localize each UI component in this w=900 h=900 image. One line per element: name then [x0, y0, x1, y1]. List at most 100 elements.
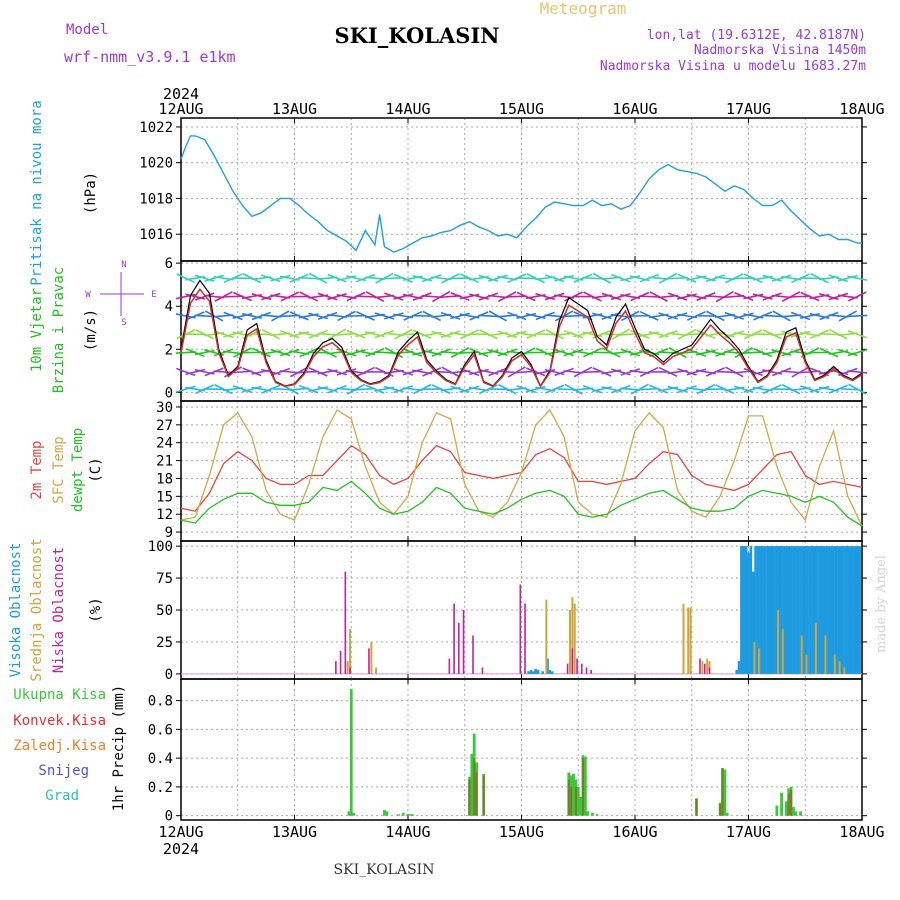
- wind-barb: [705, 274, 726, 283]
- wind-barb: [185, 347, 205, 358]
- wind-barb: [299, 291, 319, 302]
- cloud-unit-label: (%): [88, 597, 104, 622]
- cloud-bar: [838, 661, 841, 674]
- wind-barb: [346, 329, 366, 339]
- wind-barb: [431, 370, 452, 374]
- cloud-bar: [370, 641, 373, 674]
- cloud-bar: [566, 663, 569, 674]
- wind-barb: [592, 367, 612, 377]
- wind-barb: [828, 314, 849, 318]
- wind-barb: [847, 370, 868, 374]
- wind-barb: [233, 291, 252, 302]
- wind-barb: [242, 272, 262, 284]
- bottom-day-labels: 12AUG 13AUG 14AUG 15AUG 16AUG 17AUG 18AUG: [158, 823, 884, 841]
- cloud-bar: [756, 546, 760, 674]
- wind-barb: [772, 310, 791, 322]
- cloud-bar: [458, 622, 460, 674]
- wind-barb: [582, 276, 603, 280]
- cloud-bar: [689, 607, 692, 674]
- wind-barb: [610, 293, 631, 301]
- wind-barb: [809, 385, 830, 393]
- precip-bar: [721, 768, 724, 816]
- wind-barb: [573, 311, 593, 321]
- footer-station: SKI_KOLASIN: [334, 862, 435, 878]
- wind-barb: [422, 310, 441, 322]
- wind-barb: [525, 385, 546, 393]
- y-tick-label: 18: [156, 471, 173, 487]
- wind-barb: [384, 346, 403, 359]
- wind-barb: [194, 314, 215, 318]
- wind-barb: [185, 368, 206, 376]
- wind-barb: [762, 329, 782, 340]
- cloud-bar: [524, 603, 526, 674]
- compass-rose: W E N S: [85, 260, 156, 328]
- wind-barb: [327, 293, 347, 301]
- precip-bar: [382, 809, 386, 816]
- wind-barb: [355, 295, 376, 298]
- y-tick-label: 1020: [139, 156, 173, 172]
- wind-barb: [460, 273, 479, 284]
- wind-barb: [488, 274, 508, 282]
- bottom-day-label: 16AUG: [612, 823, 657, 841]
- wind-barb: [507, 311, 527, 321]
- cloud-bar: [805, 654, 808, 674]
- wind-panel: 0 2 4 6: [165, 256, 868, 402]
- cloud-side-label-1: Visoka Oblacnost: [8, 543, 24, 678]
- precip-bar: [411, 814, 415, 816]
- y-tick-label: 27: [156, 418, 173, 434]
- wind-barb: [639, 295, 660, 298]
- cloud-bar: [806, 546, 809, 674]
- wind-barb: [232, 385, 253, 394]
- bottom-day-label: 18AUG: [839, 823, 884, 841]
- precip-bar: [401, 812, 405, 816]
- wind-barb: [790, 330, 811, 338]
- wind-barb: [421, 295, 442, 299]
- temp-line-2: [180, 480, 863, 527]
- wind-barb: [582, 384, 603, 394]
- cloud-bar: [853, 546, 857, 674]
- wind-barb: [668, 346, 687, 359]
- cloud-bar: [832, 546, 835, 674]
- wind-barb: [648, 276, 669, 280]
- wind-barb: [715, 384, 735, 395]
- meteogram-label: Meteogram: [540, 0, 627, 18]
- wind-barb: [402, 368, 423, 376]
- wind-barb: [554, 387, 575, 391]
- precip-bar: [775, 805, 779, 816]
- precip-bar: [352, 812, 356, 816]
- compass-south: S: [121, 318, 126, 328]
- cloud-bar: [545, 599, 548, 674]
- cloud-bar: [573, 603, 576, 674]
- cloud-bar: [834, 546, 838, 674]
- wind-barb: [374, 312, 395, 320]
- cloud-bar: [768, 546, 772, 674]
- wind-barb: [743, 367, 763, 377]
- cloud-bar: [803, 546, 807, 674]
- wind-barb: [506, 330, 527, 338]
- wind-barb: [440, 350, 461, 355]
- cloud-bar: [546, 658, 549, 674]
- wind-barb: [261, 328, 281, 340]
- wind-barb: [431, 384, 451, 395]
- cloud-bar: [858, 546, 861, 674]
- compass-north: N: [121, 260, 126, 270]
- precip-legend-item: Snijeg: [38, 763, 89, 779]
- precip-bar: [591, 812, 594, 816]
- model-altitude-label: Nadmorska Visina u modelu 1683.27m: [600, 59, 866, 74]
- wind-barb: [837, 274, 858, 282]
- wind-barb: [734, 292, 754, 302]
- wind-barb: [222, 295, 244, 298]
- y-tick-label: 0: [165, 385, 173, 401]
- wind-barb: [384, 292, 404, 301]
- wind-barb: [365, 384, 385, 394]
- wind-barb: [261, 274, 281, 283]
- wind-barb: [213, 330, 234, 339]
- wind-barb: [743, 273, 763, 284]
- wind-barb: [677, 273, 697, 283]
- wind-barb: [563, 330, 584, 339]
- cloud-bar: [529, 670, 533, 674]
- wind-barb: [677, 293, 697, 300]
- y-tick-label: 9: [165, 525, 173, 541]
- cloud-bar: [519, 584, 522, 674]
